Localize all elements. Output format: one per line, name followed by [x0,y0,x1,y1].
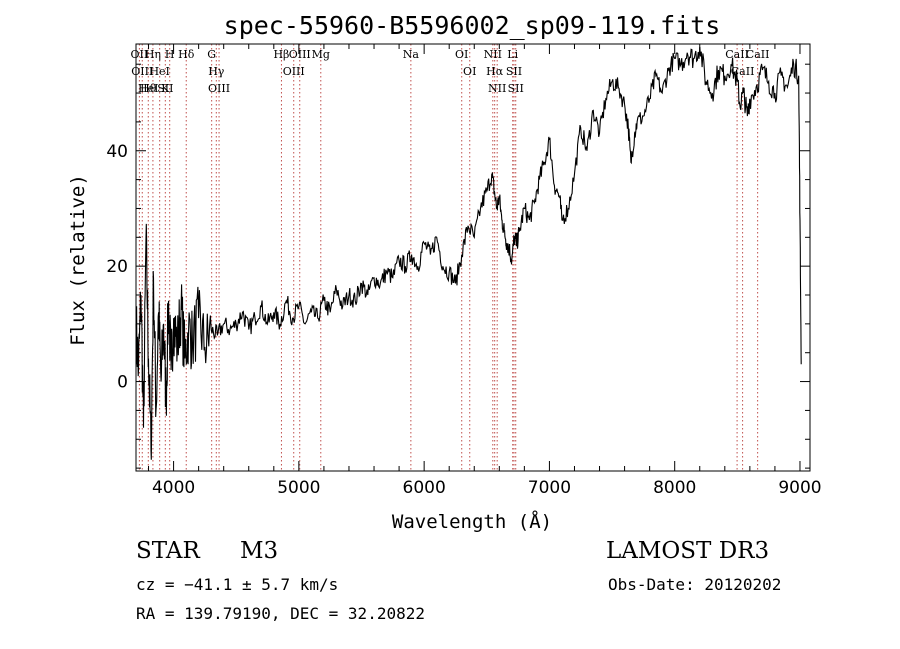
line-label-24-0: CaII [725,48,749,61]
line-label-9-0: Hγ [208,65,225,78]
line-label-10-0: OIII [208,82,230,95]
y-axis-ticks: 0 20 40 [106,63,810,469]
x-axis-ticks: 4000 5000 6000 7000 8000 9000 [148,44,822,498]
line-label-6-0: H [165,48,175,61]
observation-date: Obs-Date: 20120202 [608,575,782,594]
survey-name: LAMOST DR3 [606,538,770,564]
line-label-22-0: SII [506,65,522,78]
line-label-14-0: Mg [312,48,330,61]
x-tick-label-5: 9000 [778,478,821,498]
sky-coordinates: RA = 139.79190, DEC = 32.20822 [136,604,425,623]
y-tick-label-1: 20 [106,257,128,277]
line-label-0-0: OII [131,48,149,61]
line-label-20-0: NII [488,82,506,95]
line-label-25-0: CaII [731,65,755,78]
line-label-17-0: OI [463,65,476,78]
flux-series-line [135,46,802,460]
line-label-21-0: Li [507,48,518,61]
object-subclass: M3 [240,538,279,564]
x-tick-label-4: 8000 [653,478,696,498]
line-label-8-0: G [207,48,216,61]
line-label-3-0: Hη [145,48,161,61]
plot-frame [135,43,811,472]
line-label-5-0: K [161,82,170,95]
line-label-4-0: HeI [149,65,169,78]
line-label-23-0: SII [508,82,524,95]
line-label-18-0: NII [484,48,502,61]
x-tick-label-3: 7000 [528,478,571,498]
line-label-13-0: OIII [289,48,311,61]
line-label-1-0: OIII [131,65,153,78]
line-label-12-0: OIII [283,65,305,78]
x-axis-label: Wavelength (Å) [392,510,552,533]
line-label-11-0: Hβ [273,48,289,61]
chart-title: spec-55960-B5596002_sp09-119.fits [224,11,721,40]
line-label-15-0: Na [403,48,420,61]
x-tick-label-1: 5000 [277,478,320,498]
line-label-16-0: OI [455,48,468,61]
y-tick-label-0: 0 [117,373,128,393]
object-class: STAR [136,538,200,564]
emission-line-markers [138,44,759,471]
redshift-velocity: cz = −41.1 ± 5.7 km/s [136,575,339,594]
x-tick-label-0: 4000 [152,478,195,498]
x-tick-label-2: 6000 [403,478,446,498]
line-label-7-0: Hδ [178,48,195,61]
line-label-19-0: Hα [486,65,504,78]
line-label-2-0: Hθ [140,82,157,95]
line-label-2-1: HeI [138,82,158,95]
y-axis-label: Flux (relative) [67,174,89,346]
line-label-26-0: CaII [746,48,770,61]
line-label-5-1: SII [157,82,173,95]
y-tick-label-2: 40 [106,142,128,162]
